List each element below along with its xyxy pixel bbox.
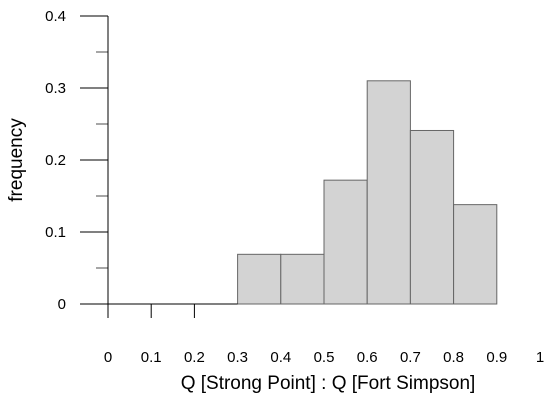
x-tick-label-9: 0.9: [486, 349, 507, 366]
y-tick-label-4: 0.4: [45, 8, 66, 25]
histogram-bar-1: [280, 253, 325, 305]
histogram-bar-0: [237, 253, 282, 305]
y-tick-label-3: 0.3: [45, 80, 66, 97]
x-tick-label-2: 0.2: [184, 349, 205, 366]
x-tick-label-1: 0.1: [141, 349, 162, 366]
histogram-bar-2: [323, 179, 368, 305]
histogram-bar-5: [453, 204, 498, 305]
x-axis-ticks: 0 0.1 0.2 0.3 0.4 0.5 0.6 0.7 0.8 0.9 1: [104, 304, 544, 366]
x-axis-title: Q [Strong Point] : Q [Fort Simpson]: [181, 373, 476, 394]
y-axis-ticks: 0 0.1 0.2 0.3 0.4: [45, 8, 108, 313]
x-tick-label-0: 0: [104, 349, 112, 366]
x-tick-label-8: 0.8: [443, 349, 464, 366]
y-tick-label-2: 0.2: [45, 152, 66, 169]
x-tick-label-5: 0.5: [314, 349, 335, 366]
x-tick-label-6: 0.6: [357, 349, 378, 366]
y-tick-label-1: 0.1: [45, 224, 66, 241]
x-tick-label-7: 0.7: [400, 349, 421, 366]
y-axis-title: frequency: [6, 118, 27, 202]
x-tick-label-3: 0.3: [227, 349, 248, 366]
y-tick-label-0: 0: [58, 296, 66, 313]
histogram-bars: [108, 80, 498, 305]
histogram-bar-3: [366, 80, 411, 305]
histogram-bar-4: [409, 129, 455, 305]
x-tick-label-4: 0.4: [270, 349, 291, 366]
x-tick-label-10: 1: [536, 349, 544, 366]
